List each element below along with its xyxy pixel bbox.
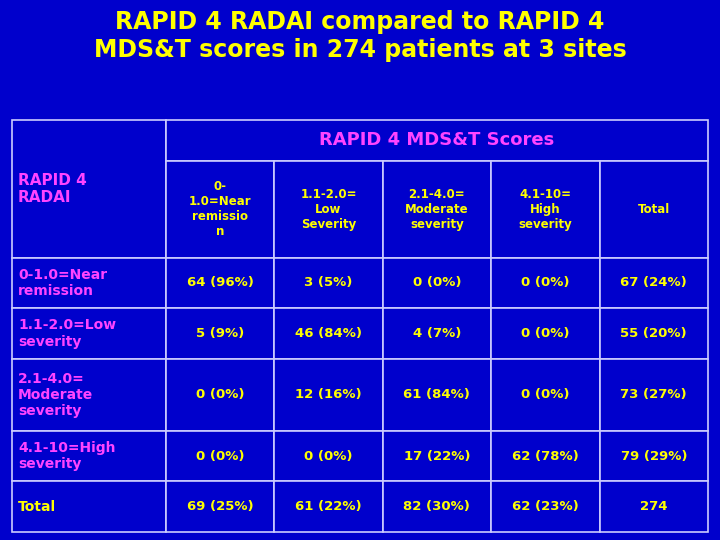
Bar [383,258,491,308]
Text: 12 (16%): 12 (16%) [295,388,362,401]
Bar [383,359,491,431]
Bar [600,482,708,532]
Bar [166,258,274,308]
Bar [12,431,166,482]
Text: 62 (23%): 62 (23%) [512,500,579,513]
Bar [166,308,274,359]
Bar [491,431,600,482]
Bar [12,120,166,258]
Bar [600,258,708,308]
Bar [383,482,491,532]
Text: 274: 274 [640,500,667,513]
Bar [600,308,708,359]
Text: 0-
1.0=Near
remissio
n: 0- 1.0=Near remissio n [189,180,251,238]
Text: 0 (0%): 0 (0%) [196,388,244,401]
Bar [383,160,491,258]
Bar [491,258,600,308]
Text: 82 (30%): 82 (30%) [403,500,470,513]
Text: 0-1.0=Near
remission: 0-1.0=Near remission [18,268,107,298]
Bar [274,160,383,258]
Text: 73 (27%): 73 (27%) [621,388,687,401]
Text: 1.1-2.0=
Low
Severity: 1.1-2.0= Low Severity [300,187,356,231]
Text: 17 (22%): 17 (22%) [404,450,470,463]
Bar [274,359,383,431]
Text: 55 (20%): 55 (20%) [621,327,687,340]
Bar [274,431,383,482]
Bar [274,482,383,532]
Text: 0 (0%): 0 (0%) [521,388,570,401]
Text: 61 (22%): 61 (22%) [295,500,362,513]
Bar [12,308,166,359]
Text: 69 (25%): 69 (25%) [186,500,253,513]
Bar [491,160,600,258]
Text: 62 (78%): 62 (78%) [512,450,579,463]
Text: 61 (84%): 61 (84%) [403,388,470,401]
Text: 5 (9%): 5 (9%) [196,327,244,340]
Text: 2.1-4.0=
Moderate
severity: 2.1-4.0= Moderate severity [18,372,94,418]
Bar [491,359,600,431]
Text: Total: Total [638,202,670,215]
Bar [166,359,274,431]
Bar [274,308,383,359]
Text: 67 (24%): 67 (24%) [621,276,687,289]
Text: 4 (7%): 4 (7%) [413,327,461,340]
Bar [166,431,274,482]
Text: RAPID 4
RADAI: RAPID 4 RADAI [18,173,86,205]
Bar [383,308,491,359]
Bar [166,160,274,258]
Bar [12,359,166,431]
Bar [600,431,708,482]
Text: 0 (0%): 0 (0%) [305,450,353,463]
Bar [600,359,708,431]
Text: RAPID 4 RADAI compared to RAPID 4
MDS&T scores in 274 patients at 3 sites: RAPID 4 RADAI compared to RAPID 4 MDS&T … [94,10,626,62]
Text: Total: Total [18,500,56,514]
Text: 0 (0%): 0 (0%) [196,450,244,463]
Bar [491,308,600,359]
Text: 2.1-4.0=
Moderate
severity: 2.1-4.0= Moderate severity [405,187,469,231]
Bar [166,120,708,160]
Bar [383,431,491,482]
Bar [274,258,383,308]
Text: 3 (5%): 3 (5%) [305,276,353,289]
Text: 0 (0%): 0 (0%) [413,276,462,289]
Text: 46 (84%): 46 (84%) [295,327,362,340]
Text: 0 (0%): 0 (0%) [521,276,570,289]
Bar [12,482,166,532]
Text: 4.1-10=
High
severity: 4.1-10= High severity [518,187,572,231]
Text: 1.1-2.0=Low
severity: 1.1-2.0=Low severity [18,319,116,348]
Text: 79 (29%): 79 (29%) [621,450,687,463]
Text: 64 (96%): 64 (96%) [186,276,253,289]
Text: 0 (0%): 0 (0%) [521,327,570,340]
Text: 4.1-10=High
severity: 4.1-10=High severity [18,441,115,471]
Text: RAPID 4 MDS&T Scores: RAPID 4 MDS&T Scores [319,131,554,149]
Bar [12,258,166,308]
Bar [166,482,274,532]
Bar [491,482,600,532]
Bar [600,160,708,258]
